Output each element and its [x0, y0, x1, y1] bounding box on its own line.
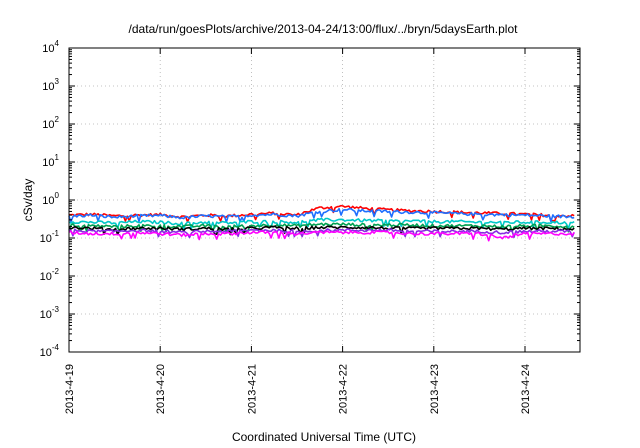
x-tick-label: 2013-4-24	[520, 364, 532, 414]
y-tick-label: 10-2	[40, 267, 60, 283]
y-tick-label: 10-3	[40, 305, 60, 321]
y-tick-labels: 10-4 10-3 10-2 10-1 100 101 102 103 104	[40, 39, 60, 359]
y-tick-label: 100	[42, 191, 59, 207]
series-line-3	[68, 222, 575, 233]
x-tick-label: 2013-4-20	[155, 364, 167, 414]
x-tick-label: 2013-4-23	[429, 364, 441, 414]
series-group	[68, 204, 575, 242]
series-line-6	[68, 230, 575, 242]
x-tick-labels: 2013-4-19 2013-4-20 2013-4-21 2013-4-22 2013…	[64, 364, 532, 414]
series-line-1	[68, 207, 575, 223]
x-axis-label: Coordinated Universal Time (UTC)	[232, 430, 416, 444]
y-tick-label: 10-1	[40, 229, 60, 245]
x-tick-label: 2013-4-19	[64, 364, 76, 414]
series-line-4	[68, 225, 575, 236]
tick-group	[68, 47, 580, 353]
x-tick-label: 2013-4-22	[338, 364, 350, 414]
y-tick-label: 102	[42, 115, 59, 131]
series-line-2	[68, 217, 575, 230]
y-tick-label: 103	[42, 77, 59, 93]
y-tick-label: 104	[42, 39, 59, 55]
y-tick-label: 101	[42, 153, 59, 169]
x-tick-label: 2013-4-21	[246, 364, 258, 414]
y-tick-label: 10-4	[40, 343, 60, 359]
y-axis-label: cSv/day	[21, 179, 35, 222]
chart-title: /data/run/goesPlots/archive/2013-04-24/1…	[129, 22, 519, 36]
grid	[69, 48, 580, 352]
series-line-5	[68, 228, 575, 239]
